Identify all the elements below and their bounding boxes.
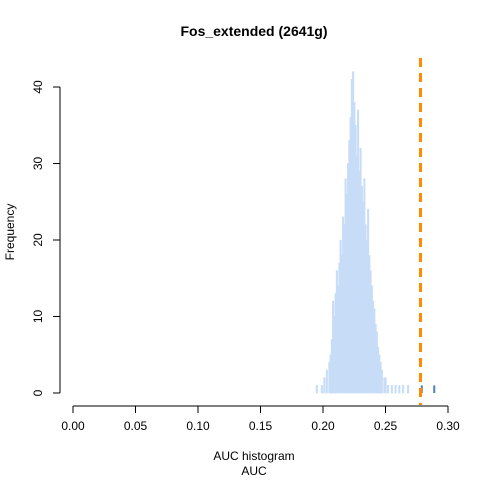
y-tick-label: 20 [31, 233, 45, 247]
y-tick-label: 10 [31, 310, 45, 324]
histogram-bar [324, 378, 325, 393]
histogram-bar [316, 385, 317, 393]
histogram-bar [326, 370, 327, 393]
x-tick-label: 0.25 [374, 419, 398, 433]
y-tick-label: 40 [31, 80, 45, 94]
x-tick-label: 0.05 [124, 419, 148, 433]
histogram-bar [399, 385, 400, 393]
histogram-bar [381, 370, 382, 393]
chart-title: Fos_extended (2641g) [180, 23, 327, 39]
histogram-bar [387, 385, 388, 393]
histogram-bars [316, 72, 409, 393]
observed-bar [433, 385, 435, 393]
histogram-bar [391, 385, 392, 393]
histogram-bar [402, 385, 403, 393]
histogram-bar [395, 385, 396, 393]
y-axis-label: Frequency [3, 204, 17, 261]
y-tick-label: 0 [31, 389, 45, 396]
x-axis: 0.00 0.05 0.10 0.15 0.20 0.25 0.30 [61, 406, 460, 433]
histogram-bar [321, 385, 322, 393]
x-tick-label: 0.10 [186, 419, 210, 433]
x-tick-label: 0.20 [311, 419, 335, 433]
observed-bars [421, 385, 436, 393]
x-axis-label-line2: AUC [241, 464, 267, 478]
histogram-bar [407, 385, 408, 393]
x-tick-label: 0.00 [61, 419, 85, 433]
y-tick-label: 30 [31, 157, 45, 171]
x-tick-label: 0.15 [249, 419, 273, 433]
x-axis-label-line1: AUC histogram [213, 449, 294, 463]
histogram-bar [385, 378, 386, 393]
y-axis: 0 10 20 30 40 [31, 80, 60, 396]
x-tick-label: 0.30 [436, 419, 460, 433]
